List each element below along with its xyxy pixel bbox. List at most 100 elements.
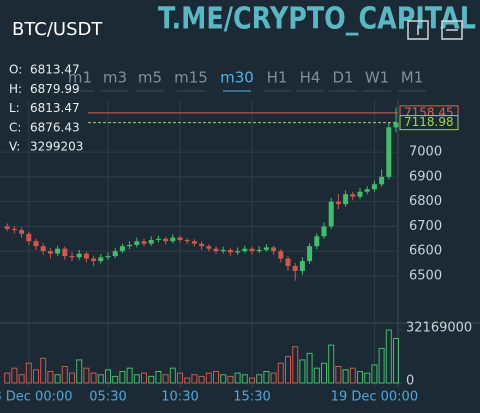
volume-bar xyxy=(25,362,32,384)
x-tick-label: 18 Dec 00:00 xyxy=(0,390,73,405)
timeframe-tabs: m1 m3 m5 m15 m30 H1 H4 D1 W1 M1 xyxy=(66,69,426,92)
volume-bar xyxy=(141,372,147,384)
volume-bar xyxy=(234,372,241,384)
candle-body xyxy=(127,244,133,247)
watermark: T.ME/CRYPTO_CAPITAL xyxy=(158,2,476,37)
info-value: 3299203 xyxy=(30,140,83,154)
candle-body xyxy=(379,176,385,185)
candle-body xyxy=(386,127,392,177)
volume-bar xyxy=(357,370,363,384)
volume-bar xyxy=(227,375,234,384)
candle-body xyxy=(206,246,212,249)
volume-bar xyxy=(249,377,255,384)
candle-body xyxy=(191,241,197,244)
volume-bar xyxy=(47,370,54,384)
volume-bar xyxy=(90,372,97,384)
volume-tick-label: 0 xyxy=(406,374,414,389)
candle-body xyxy=(112,251,118,257)
candle-body xyxy=(371,184,377,190)
volume-bar xyxy=(321,362,327,384)
candle-body xyxy=(278,251,284,259)
x-tick-label: 19 Dec 00:00 xyxy=(331,390,418,405)
volume-bar xyxy=(18,374,25,384)
volume-bar xyxy=(241,374,248,384)
timeframe-tab[interactable]: M1 xyxy=(401,69,424,87)
settings-icon[interactable] xyxy=(441,20,463,40)
candle-body xyxy=(242,248,248,252)
y-tick-label: 7000 xyxy=(409,145,442,160)
indicator-icon[interactable] xyxy=(407,20,429,40)
volume-bar xyxy=(198,375,205,384)
volume-bar xyxy=(349,367,356,384)
candle-body xyxy=(321,226,327,237)
candle-body xyxy=(177,237,183,240)
candle-body xyxy=(62,248,68,257)
candle-body xyxy=(33,241,39,247)
volume-bar xyxy=(285,356,291,384)
x-tick-label: 10:30 xyxy=(161,390,198,405)
candle-body xyxy=(256,249,262,252)
volume-bar xyxy=(162,374,169,384)
volume-bar xyxy=(364,372,371,384)
info-label: C: xyxy=(9,120,21,134)
volume-bar xyxy=(313,367,320,384)
info-label: L: xyxy=(9,101,20,115)
volume-bar xyxy=(385,329,392,384)
y-tick-label: 6500 xyxy=(409,268,442,283)
candle-body xyxy=(26,233,32,242)
volume-bar xyxy=(112,375,119,384)
candle-body xyxy=(69,256,75,258)
timeframe-tab[interactable]: m3 xyxy=(103,69,127,87)
timeframe-tab[interactable]: H4 xyxy=(300,69,321,87)
candle-body xyxy=(213,248,219,252)
volume-bar xyxy=(256,374,263,384)
candle-body xyxy=(134,241,140,245)
price-chart: 6500 6600 6700 6800 6900 7000 0 32169000 18 Dec … xyxy=(0,100,480,405)
volume-bar xyxy=(220,374,227,384)
volume-bar xyxy=(184,377,191,384)
volume-bar xyxy=(270,372,277,384)
timeframe-tab[interactable]: m1 xyxy=(68,69,92,87)
candle-body xyxy=(364,189,370,192)
candle-body xyxy=(148,240,154,244)
y-tick-label: 6600 xyxy=(409,244,442,259)
symbol: BTC/USDT xyxy=(12,19,103,40)
volume-bar xyxy=(148,375,155,384)
timeframe-tab[interactable]: D1 xyxy=(332,69,353,87)
candle-body xyxy=(292,266,298,271)
price-tag xyxy=(399,115,459,131)
candle-body xyxy=(335,201,341,205)
info-label: O: xyxy=(9,63,22,77)
timeframe-tab[interactable]: W1 xyxy=(365,69,389,87)
candle-body xyxy=(163,238,169,242)
volume-bar xyxy=(205,372,212,384)
candle-body xyxy=(55,248,61,254)
volume-bar xyxy=(371,364,378,384)
timeframe-tab[interactable]: H1 xyxy=(267,69,288,87)
candle-body xyxy=(141,241,147,244)
ohlc-info: O: 6813.47 H: 6879.99 L: 6813.47 C: 6876.43 V: 32… xyxy=(9,63,83,154)
candle-body xyxy=(271,247,277,252)
timeframe-tab[interactable]: m30 xyxy=(220,69,254,87)
candle-body xyxy=(83,253,89,259)
volume-bar xyxy=(342,369,349,384)
x-tick-label: 15:30 xyxy=(233,390,270,405)
timeframe-tab[interactable]: m5 xyxy=(138,69,162,87)
volume-bar xyxy=(76,359,83,384)
volume-bar xyxy=(292,346,299,384)
timeframe-tab[interactable]: m15 xyxy=(174,69,208,87)
volume-tick-label: 32169000 xyxy=(406,321,472,336)
volume-bar xyxy=(263,370,270,384)
volume-bar xyxy=(299,359,306,384)
candle-body xyxy=(199,243,205,247)
candle-body xyxy=(119,246,125,252)
volume-bar xyxy=(328,344,335,384)
volume-bar xyxy=(393,338,399,384)
volume-bar xyxy=(40,357,47,384)
candle-body xyxy=(227,249,233,253)
candle-body xyxy=(299,261,305,271)
candle-body xyxy=(91,258,97,262)
volume-bar xyxy=(105,369,111,384)
candle-body xyxy=(314,236,320,247)
